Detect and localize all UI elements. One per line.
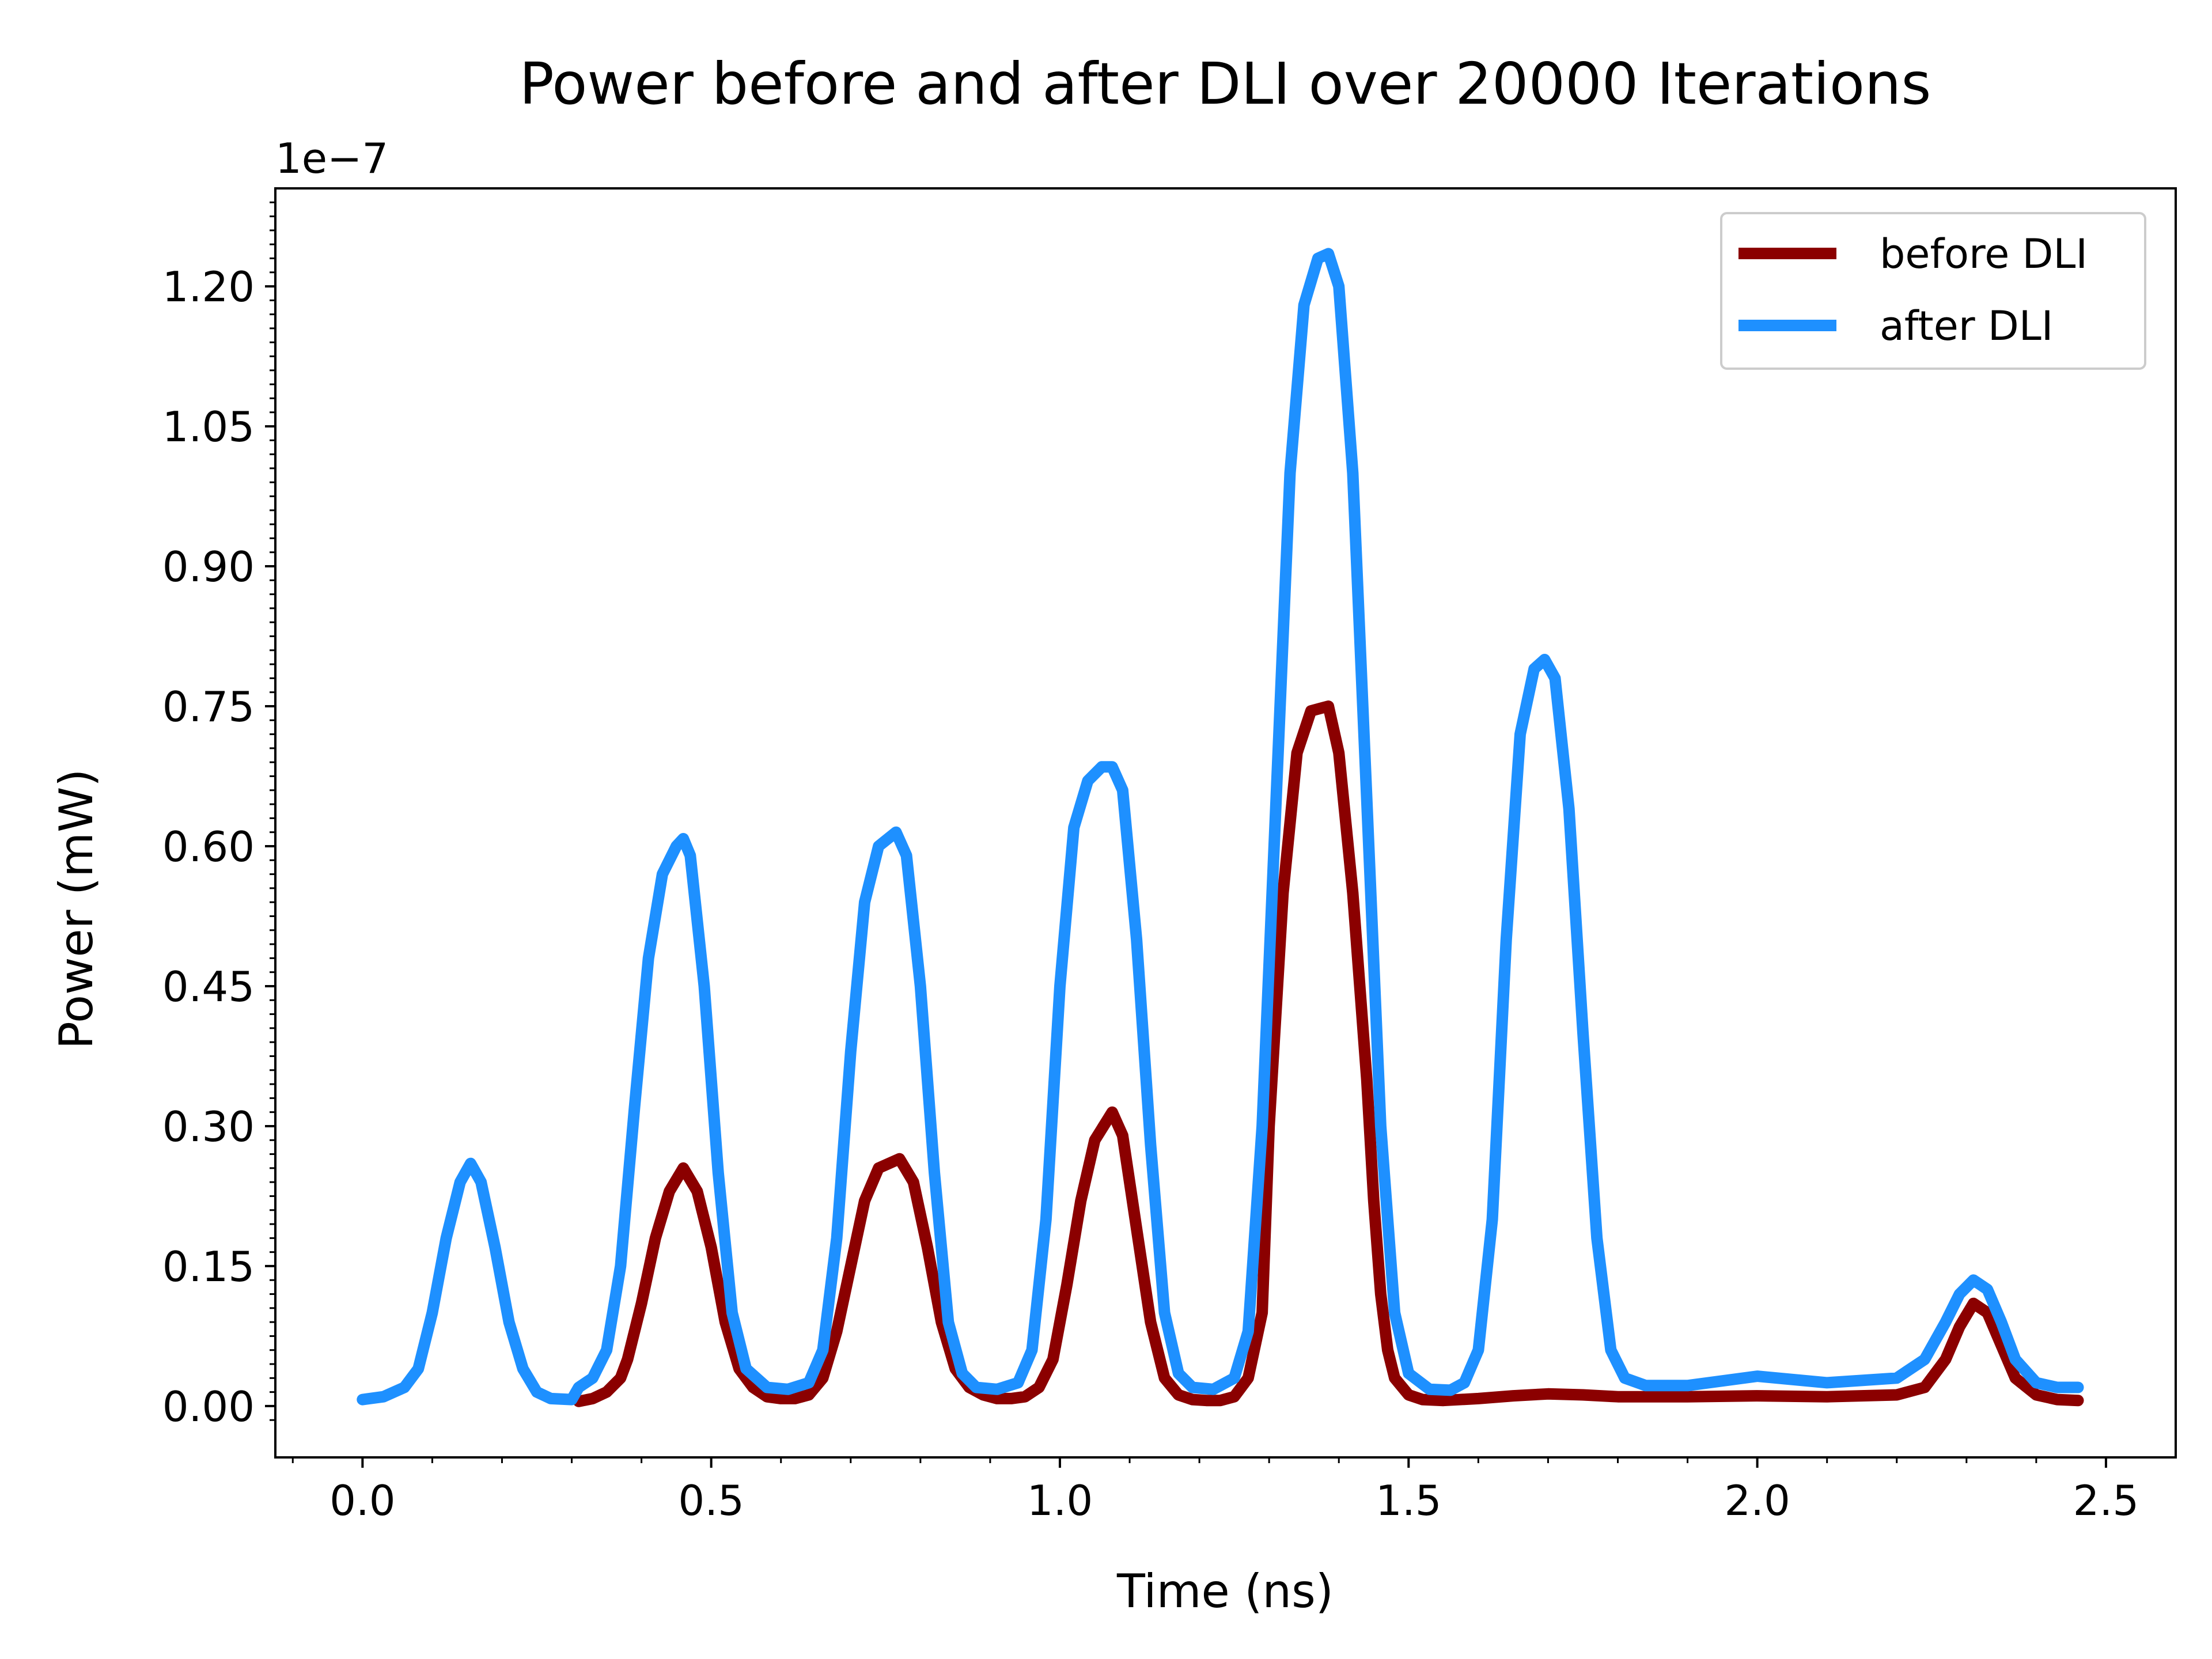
legend-label: before DLI — [1880, 230, 2088, 278]
y-tick-label: 0.90 — [162, 543, 255, 591]
x-axis-label: Time (ns) — [1116, 1565, 1334, 1618]
legend: before DLI after DLI — [1720, 212, 2146, 370]
chart-title: Power before and after DLI over 20000 It… — [520, 50, 1931, 118]
plot-frame — [274, 187, 2177, 1459]
x-tick-label: 2.5 — [2073, 1476, 2139, 1525]
legend-label: after DLI — [1880, 302, 2053, 350]
y-tick-label: 0.15 — [162, 1243, 255, 1291]
y-offset-label: 1e−7 — [275, 134, 388, 183]
series-line-before-dli — [573, 700, 2084, 1407]
y-tick-label: 0.75 — [162, 683, 255, 731]
y-tick-label: 1.20 — [162, 263, 255, 311]
plot-area — [274, 187, 2177, 1459]
y-tick-label: 1.05 — [162, 403, 255, 451]
y-tick-label: 0.30 — [162, 1103, 255, 1151]
y-axis: 0.00 0.15 0.30 0.45 0.60 0.75 0.90 1.05 1.20 — [162, 201, 275, 1431]
x-tick-label: 2.0 — [1724, 1476, 1790, 1525]
y-tick-label: 0.00 — [162, 1382, 255, 1431]
x-tick-label: 0.0 — [329, 1476, 396, 1525]
y-tick-label: 0.60 — [162, 823, 255, 871]
x-tick-label: 0.5 — [678, 1476, 744, 1525]
series-line-after-dli — [357, 248, 2084, 1406]
y-axis-label: Power (mW) — [50, 769, 103, 1050]
y-tick-label: 0.45 — [162, 963, 255, 1011]
x-axis: 0.0 0.5 1.0 1.5 2.0 2.5 — [291, 1457, 2139, 1525]
x-tick-label: 1.5 — [1376, 1476, 1442, 1525]
x-tick-label: 1.0 — [1027, 1476, 1093, 1525]
